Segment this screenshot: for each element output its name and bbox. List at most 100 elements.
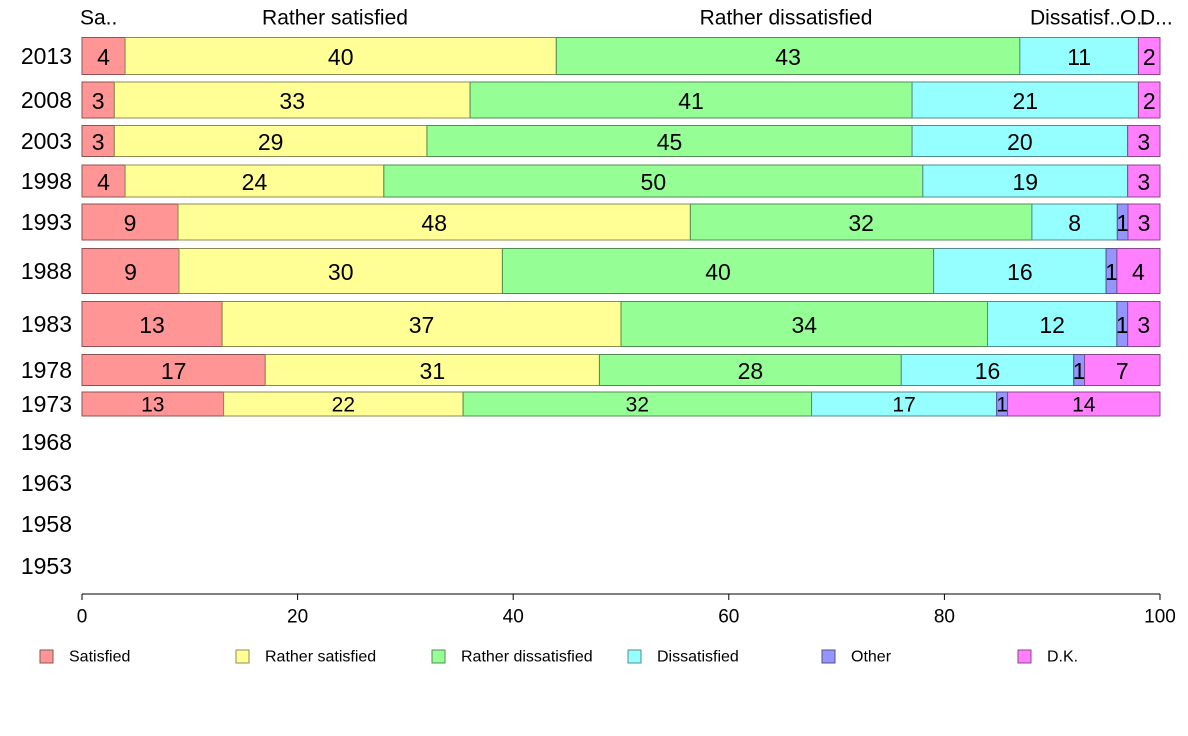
legend-label: Satisfied [69,649,130,666]
bar-segment [933,248,1107,294]
top-category-labels: Sa.. Rather satisfied Rather dissatisfied D… [80,7,1173,30]
bar-segment [1127,203,1161,241]
data-label: 16 [1007,259,1033,285]
data-label: 22 [332,394,355,417]
bar-segment [221,301,622,347]
data-label: 40 [705,259,731,285]
data-label: 32 [848,210,874,236]
legend-swatch [431,649,446,664]
bar-segment [81,203,179,241]
data-label: 29 [258,129,284,155]
data-label: 1 [1105,259,1118,285]
data-label: 41 [678,88,704,114]
legend-swatch [627,649,642,664]
bar-segment [178,248,503,294]
data-label: 1 [1116,210,1129,236]
legend-label: Rather dissatisfied [461,649,593,666]
bar-segment [81,354,266,386]
bar-segment [426,125,913,157]
bar-segment [1127,125,1161,157]
bar-segment [113,125,428,157]
bar-segment [987,301,1118,347]
data-label: 2 [1143,88,1156,114]
top-category-label: Rather dissatisfied [700,7,873,30]
bar-segment [81,301,223,347]
legend-swatch [1017,649,1032,664]
bar-segment [501,248,935,294]
data-label: 30 [328,259,354,285]
bar-segment [81,248,180,294]
data-label: 33 [279,88,305,114]
data-label: 3 [92,88,105,114]
y-tick-label: 1973 [21,391,72,417]
bar-segment [620,301,989,347]
x-tick-label: 40 [503,607,524,628]
data-label: 13 [139,312,165,338]
y-tick-label: 1993 [21,209,72,235]
data-label: 4 [97,44,110,70]
data-label: 1 [1116,312,1129,338]
data-label: 14 [1072,394,1096,417]
y-tick-label: 1953 [21,553,72,579]
data-label: 11 [1067,44,1091,70]
bar-segment [1137,37,1161,75]
bar-segment [1084,354,1161,386]
y-tick-label: 2013 [21,43,72,69]
legend-label: Rather satisfied [265,649,376,666]
data-label: 17 [892,394,915,417]
data-label: 12 [1039,312,1065,338]
data-label: 31 [420,358,446,384]
y-tick-label: 1968 [21,429,72,455]
legend-swatch [821,649,836,664]
x-tick-label: 100 [1144,607,1176,628]
bar-segment [1127,301,1161,347]
legend-swatch [235,649,250,664]
bar-segment [223,391,464,417]
y-tick-label: 1963 [21,470,72,496]
y-tick-label: 2003 [21,128,72,154]
data-label: 40 [328,44,354,70]
bar-segment [1127,164,1161,198]
bar-segment [469,81,913,119]
data-label: 4 [1132,259,1145,285]
bar-segment [1031,203,1118,241]
x-tick-label: 60 [718,607,739,628]
data-label: 21 [1012,88,1038,114]
top-category-label: Rather satisfied [262,7,408,30]
bar-segment [124,164,385,198]
data-label: 20 [1007,129,1033,155]
y-tick-label: 1978 [21,357,72,383]
data-label: 17 [161,358,187,384]
bar-segment [264,354,600,386]
data-label: 3 [1137,169,1150,195]
y-tick-label: 1958 [21,511,72,537]
data-label: 1 [996,394,1008,417]
x-axis: 0 20 40 60 80 100 [77,593,1176,628]
data-label: 7 [1116,358,1129,384]
data-label: 32 [626,394,649,417]
x-tick-label: 20 [287,607,308,628]
bar-segment [598,354,902,386]
data-label: 50 [641,169,667,195]
data-label: 2 [1143,44,1156,70]
bar-segment [383,164,924,198]
bar-segment [1137,81,1161,119]
legend-swatch [39,649,54,664]
bar-segment [900,354,1075,386]
data-label: 8 [1068,210,1081,236]
legend: Satisfied Rather satisfied Rather dissatis… [39,649,1078,666]
data-label: 9 [124,210,137,236]
data-label: 37 [409,312,435,338]
y-tick-labels: 2013 2008 2003 1998 1993 1988 1983 1978 1973 1968… [21,43,72,579]
legend-label: Dissatisfied [657,649,739,666]
bar-segment [81,391,225,417]
data-label: 3 [1137,312,1150,338]
y-tick-label: 1998 [21,168,72,194]
y-tick-label: 1988 [21,258,72,284]
bar-segment [81,81,115,119]
data-label: 16 [975,358,1001,384]
data-label: 3 [1138,210,1151,236]
bar-segment [462,391,813,417]
legend-label: D.K. [1047,649,1078,666]
